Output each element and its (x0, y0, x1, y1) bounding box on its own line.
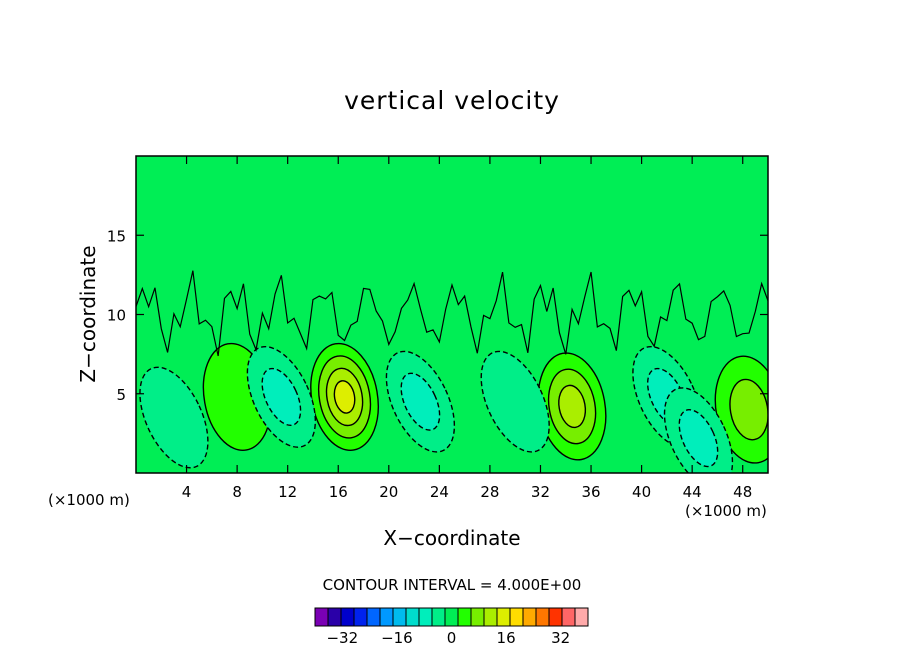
colorbar-swatch (418, 607, 433, 627)
colorbar-swatch (431, 607, 446, 627)
x-tick-label: 36 (581, 483, 600, 501)
contour-line (261, 367, 302, 427)
x-tick-label: 12 (278, 483, 297, 501)
x-axis-label: X−coordinate (383, 526, 521, 550)
x-tick-label: 24 (430, 483, 449, 501)
colorbar-swatch (483, 607, 498, 627)
contour-feature-2 (537, 352, 607, 461)
contour-feature-7 (480, 350, 550, 453)
contour-line (558, 384, 587, 429)
contour-feature-6 (385, 350, 456, 453)
y-tick-label: 15 (107, 227, 126, 245)
colorbar-swatch (327, 607, 342, 627)
x-tick-label: 40 (632, 483, 651, 501)
colorbar-swatch (392, 607, 407, 627)
chart-title: vertical velocity (344, 86, 560, 115)
contour-feature-5 (246, 345, 317, 448)
colorbar-swatch (548, 607, 563, 627)
colorbar-swatch (574, 607, 589, 627)
x-tick-label: 16 (329, 483, 348, 501)
colorbar-swatch (561, 607, 576, 627)
colorbar-swatch (444, 607, 459, 627)
colorbar-swatch (366, 607, 381, 627)
colorbar-swatch (535, 607, 550, 627)
colorbar-swatch (509, 607, 524, 627)
x-tick-label: 4 (182, 483, 192, 501)
colorbar-swatch (340, 607, 355, 627)
x-axis: 4 8 12 16 20 24 28 32 36 40 44 48 (182, 156, 752, 501)
colorbar-swatch (457, 607, 472, 627)
colorbar-swatch (522, 607, 537, 627)
x-unit-label-right: (×1000 m) (685, 502, 767, 520)
contour-line (333, 380, 356, 414)
colorbar-swatch (405, 607, 420, 627)
x-tick-label: 20 (379, 483, 398, 501)
colorbar-swatch (314, 607, 329, 627)
y-tick-label: 10 (107, 307, 126, 325)
contour-field (136, 270, 768, 473)
contour-line (139, 366, 209, 469)
contour-line-upper (136, 270, 768, 357)
y-axis-label: Z−coordinate (76, 245, 100, 383)
contour-feature-1 (310, 342, 379, 451)
y-axis: 5 10 15 (107, 227, 768, 404)
contour-feature-10 (139, 366, 209, 469)
x-unit-label-left: (×1000 m) (48, 491, 130, 509)
contour-feature-9 (663, 387, 734, 473)
x-tick-label: 32 (531, 483, 550, 501)
colorbar-tick-label: 32 (551, 629, 570, 647)
colorbar: −32 −16 0 16 32 (314, 607, 589, 647)
colorbar-swatch (353, 607, 368, 627)
colorbar-swatch (496, 607, 511, 627)
x-tick-label: 48 (733, 483, 752, 501)
contour-interval-label: CONTOUR INTERVAL = 4.000E+00 (322, 576, 582, 594)
x-tick-label: 8 (232, 483, 242, 501)
contour-line (678, 409, 719, 468)
y-tick-label: 5 (116, 386, 126, 404)
colorbar-tick-label: 0 (447, 629, 457, 647)
contour-line (400, 372, 441, 431)
colorbar-swatch (379, 607, 394, 627)
x-tick-label: 44 (683, 483, 702, 501)
x-tick-label: 28 (480, 483, 499, 501)
colorbar-tick-label: 16 (497, 629, 516, 647)
colorbar-swatch (470, 607, 485, 627)
colorbar-tick-label: −32 (326, 629, 358, 647)
colorbar-tick-label: −16 (381, 629, 413, 647)
contour-line (480, 350, 550, 453)
